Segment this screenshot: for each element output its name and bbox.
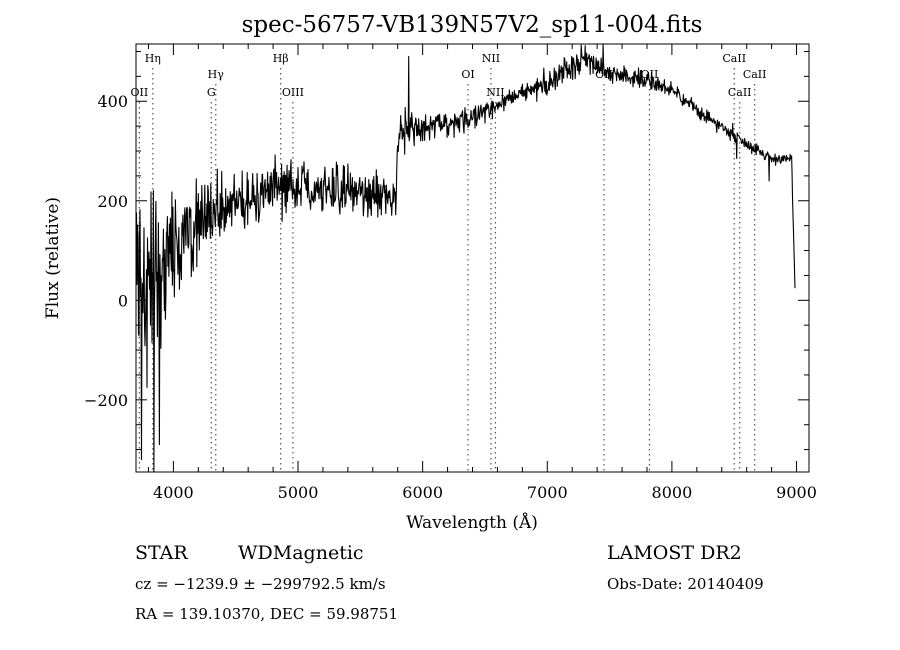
line-marker-label: NII <box>486 86 504 99</box>
line-marker-label: NII <box>482 52 500 65</box>
coordinates-label: RA = 139.10370, DEC = 59.98751 <box>135 605 398 623</box>
spectrum-line <box>135 43 796 473</box>
x-tick-label: 6000 <box>402 483 443 502</box>
x-tick-label: 5000 <box>278 483 319 502</box>
x-tick-label: 8000 <box>652 483 693 502</box>
plot-frame <box>135 43 810 473</box>
x-tick-label: 9000 <box>776 483 817 502</box>
x-tick-label: 7000 <box>527 483 568 502</box>
line-marker-label: Hη <box>145 52 161 65</box>
y-axis-label: Flux (relative) <box>43 197 63 319</box>
object-class-label: STAR <box>135 542 188 564</box>
line-marker-label: OII <box>641 68 659 81</box>
obs-date-label: Obs-Date: 20140409 <box>607 575 764 593</box>
survey-label: LAMOST DR2 <box>607 542 742 564</box>
y-tick-label: 0 <box>118 291 128 310</box>
y-tick-label: 400 <box>97 92 128 111</box>
line-marker-label: OI <box>461 68 474 81</box>
line-marker-label: Hγ <box>208 68 225 81</box>
y-tick-label: 200 <box>97 192 128 211</box>
line-marker-label: CaII <box>728 86 752 99</box>
line-marker-label: Hβ <box>273 52 289 65</box>
line-marker-label: CaII <box>743 68 767 81</box>
redshift-label: cz = −1239.9 ± −299792.5 km/s <box>135 575 386 593</box>
y-tick-label: −200 <box>84 391 128 410</box>
x-axis-label: Wavelength (Å) <box>406 512 538 533</box>
spectrum-group <box>135 43 796 473</box>
x-tick-label: 4000 <box>153 483 194 502</box>
line-marker-label: G <box>207 86 216 99</box>
line-marker-label: CaII <box>722 52 746 65</box>
chart-title: spec-56757-VB139N57V2_sp11-004.fits <box>242 12 703 38</box>
line-marker-label: OII <box>131 86 149 99</box>
object-subclass-label: WDMagnetic <box>238 542 364 564</box>
axis-ticks: 4000 5000 6000 7000 8000 9000 −200 0 200 400 <box>84 44 817 502</box>
line-marker-label: OIII <box>282 86 304 99</box>
